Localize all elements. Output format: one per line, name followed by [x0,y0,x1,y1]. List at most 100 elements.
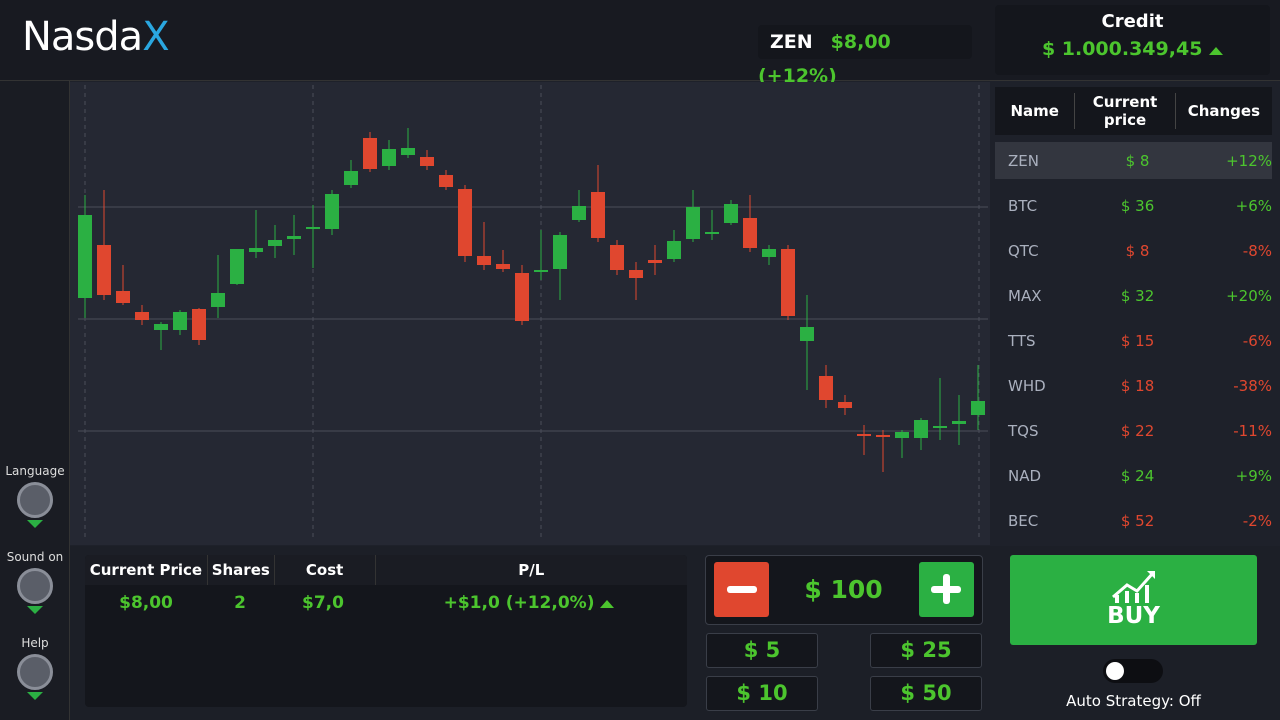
market-row[interactable]: BEC $ 52 -2% [995,502,1272,539]
asset-price: $ 32 [1120,286,1155,305]
asset-name: TTS [1008,331,1036,350]
credit-label: Credit [1101,11,1164,32]
asset-change: +20% [1226,286,1272,305]
candle-body [762,249,776,257]
cell: $7,0 [302,593,344,613]
language-label: Language [5,464,65,478]
preset-button[interactable]: $ 50 [870,676,982,711]
asset-price: $ 8 [1125,241,1150,260]
toggle[interactable] [1103,659,1163,683]
col-header: Current price [1074,93,1176,129]
candle-body [610,245,624,270]
market-row[interactable]: MAX $ 32 +20% [995,277,1272,314]
asset-change: -2% [1242,511,1272,530]
candle-body [971,401,985,415]
candle-body [914,420,928,438]
asset-name: QTC [1008,241,1039,260]
col-header: Name [1010,102,1059,120]
chart [70,82,990,545]
stake-panel: $ 100 [705,555,983,625]
candle-body [439,175,453,187]
candle-body [496,264,510,269]
market-row[interactable]: BTC $ 36 +6% [995,187,1272,224]
auto-strategy-label: Auto Strategy: Off [1066,692,1201,710]
candle-body [724,204,738,223]
language[interactable]: Language [0,464,70,528]
candle-body [553,235,567,269]
candle-body [952,421,966,424]
col-header: P/L [374,555,687,585]
market-row[interactable]: NAD $ 24 +9% [995,457,1272,494]
col-header: Current Price [89,561,203,579]
candle-body [534,270,548,272]
candle-body [895,432,909,438]
up-arrow [600,600,615,608]
candle-body [667,241,681,259]
col-header: Changes [1187,102,1261,120]
market-row[interactable]: TTS $ 15 -6% [995,322,1272,359]
preset-button[interactable]: $ 25 [870,633,982,668]
candle-body [629,270,643,278]
candle-body [857,434,871,436]
asset-change: +9% [1235,466,1272,485]
asset-name: WHD [1008,376,1046,395]
candle-body [591,192,605,238]
arrow [27,606,43,614]
market-row[interactable]: QTC $ 8 -8% [995,232,1272,269]
asset-name: BTC [1008,196,1038,215]
position-panel: Current Price Shares Cost P/L $8,00 2 $7… [85,555,687,707]
asset-change: +6% [1235,196,1272,215]
chart-bg [70,82,990,545]
asset-name: TQS [1008,421,1039,440]
candle-body [306,227,320,229]
credit: Credit $ 1.000.349,45 [995,5,1270,75]
sound[interactable]: Sound on [0,550,70,614]
candle-body [135,312,149,320]
candle-body [781,249,795,316]
market-row[interactable]: ZEN $ 8 +12% [995,142,1272,179]
candle-body [344,171,358,185]
market-row[interactable]: WHD $ 18 -38% [995,367,1272,404]
candle-body [876,435,890,437]
col-header: Cost [273,555,375,585]
ticker-symbol: ZEN [770,31,813,53]
candle-body [192,309,206,340]
candle-body [933,426,947,428]
asset-change: -6% [1242,331,1272,350]
candle-body [363,138,377,169]
preset-button[interactable]: $ 10 [706,676,818,711]
candle-body [819,376,833,400]
asset-change: +12% [1226,151,1272,170]
asset-name: NAD [1008,466,1042,485]
candle-body [78,215,92,298]
candle-body [648,260,662,263]
candle-body [116,291,130,303]
candle-body [97,245,111,295]
buy-button[interactable]: BUY [1010,555,1257,645]
arrow [27,692,43,700]
minus-button[interactable] [714,562,769,617]
help-label: Help [21,636,49,650]
preset-button[interactable]: $ 5 [706,633,818,668]
candle-body [458,189,472,256]
logo-text: Nasda [22,14,143,60]
asset-price: $ 52 [1120,511,1155,530]
asset-price: $ 24 [1120,466,1155,485]
candle-body [515,273,529,321]
logo: NasdaX [22,14,170,60]
candle-body [287,236,301,239]
market-row[interactable]: TQS $ 22 -11% [995,412,1272,449]
asset-name: MAX [1008,286,1042,305]
candle-body [154,324,168,330]
help[interactable]: Help [0,636,70,700]
col-header: Shares [206,555,274,585]
asset-price: $ 22 [1120,421,1155,440]
candle-body [686,207,700,239]
arrow [27,520,43,528]
buy-label: BUY [1107,603,1160,629]
credit-amount: $ 1.000.349,45 [1041,38,1203,60]
plus-button[interactable] [919,562,974,617]
candle-body [420,157,434,166]
asset-price: $ 15 [1120,331,1155,350]
